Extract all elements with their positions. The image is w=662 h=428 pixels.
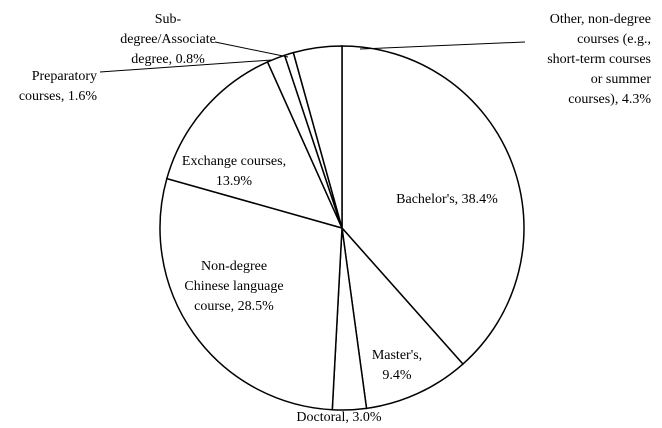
slice-label: or summer xyxy=(591,72,652,87)
slice-label: Chinese language xyxy=(184,279,283,294)
slice-label: courses), 4.3% xyxy=(568,92,651,107)
pie-slice xyxy=(292,45,343,229)
pie-slice xyxy=(340,225,464,410)
pie-slice xyxy=(159,177,343,411)
slice-label: Doctoral, 3.0% xyxy=(296,410,381,425)
slice-label: 13.9% xyxy=(216,174,253,189)
leader-line xyxy=(359,41,526,50)
slice-label: courses (e.g., xyxy=(577,32,651,47)
slice-label: short-term courses xyxy=(547,52,651,67)
slice-label: Bachelor's, 38.4% xyxy=(396,192,498,207)
slice-label: Preparatory xyxy=(32,69,97,84)
leader-line xyxy=(99,59,273,73)
slice-label: Non-degree xyxy=(201,259,267,274)
slice-label: Master's, xyxy=(372,348,422,363)
slice-label: 9.4% xyxy=(382,368,412,383)
slice-label: course, 28.5% xyxy=(194,299,274,314)
slice-label: degree, 0.8% xyxy=(131,52,205,67)
leader-line xyxy=(214,41,289,58)
pie-slice xyxy=(165,60,344,230)
slice-label: Sub- xyxy=(155,12,182,27)
slice-label: degree/Associate xyxy=(120,32,216,47)
slice-label: Exchange courses, xyxy=(182,154,286,169)
slice-label: Other, non-degree xyxy=(550,12,651,27)
pie-slice xyxy=(341,45,525,366)
slice-label: courses, 1.6% xyxy=(19,89,97,104)
